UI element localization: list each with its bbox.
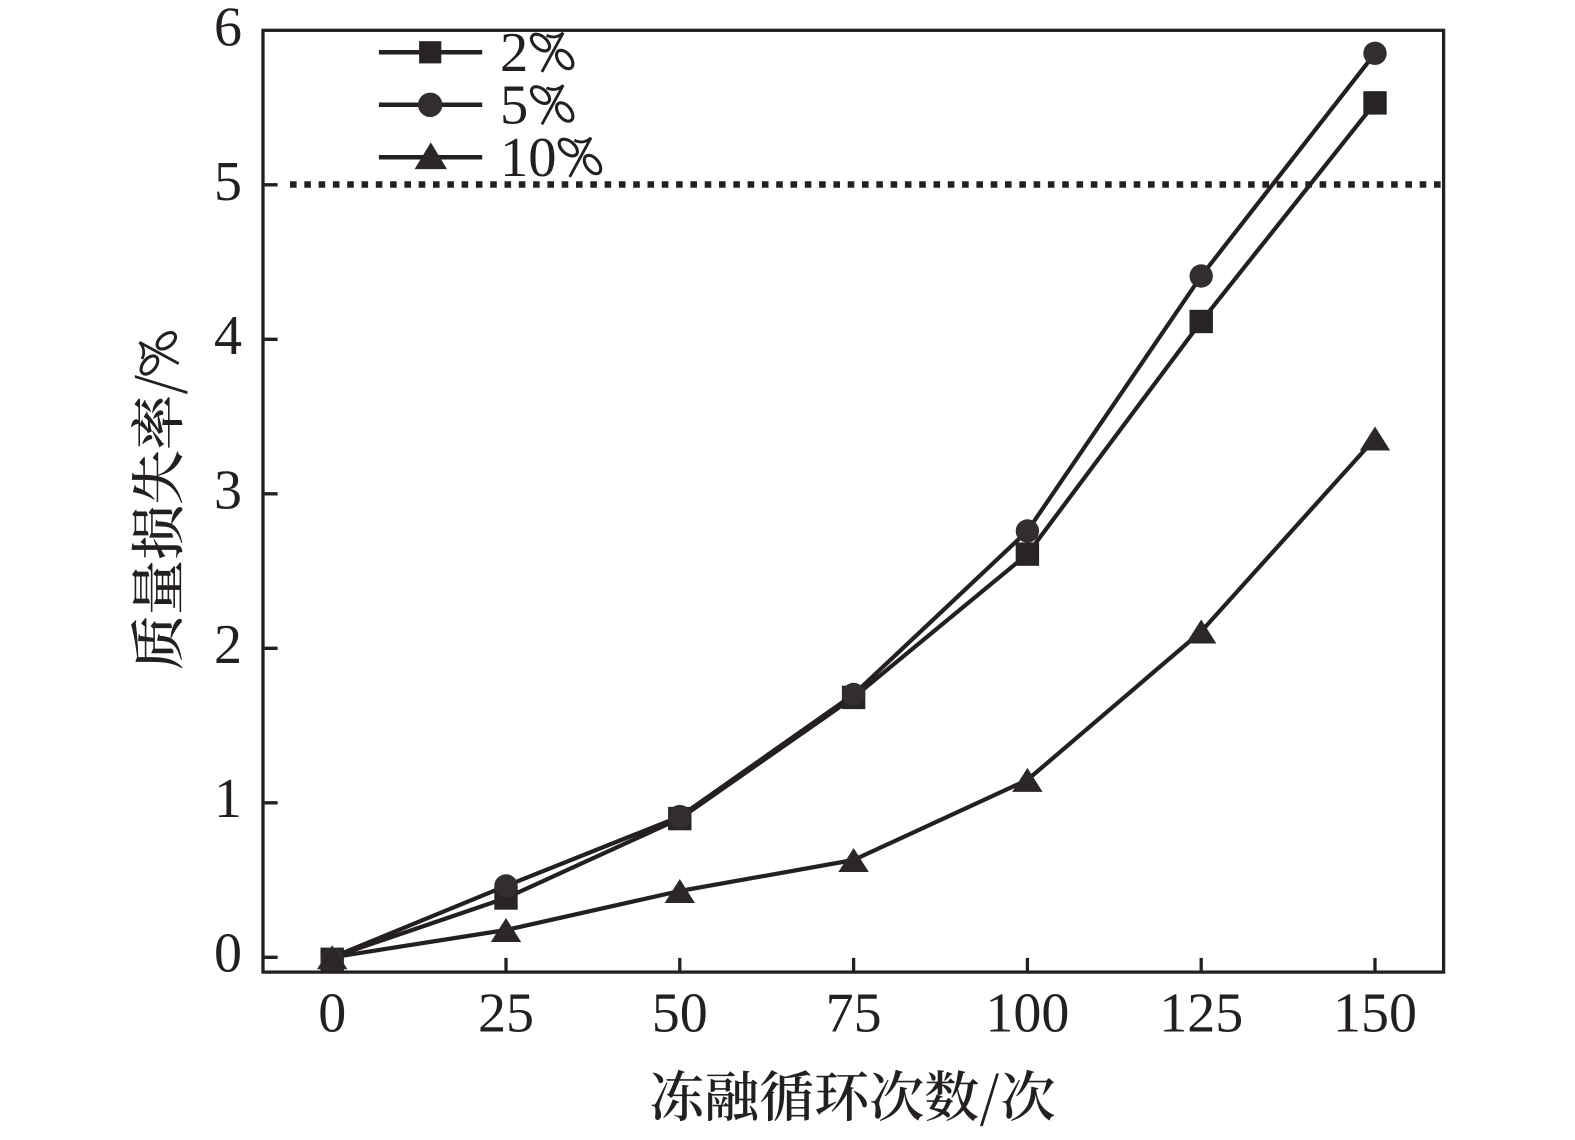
svg-text:5: 5 (500, 75, 528, 137)
svg-text:1: 1 (214, 768, 242, 830)
svg-text:4: 4 (214, 305, 242, 367)
svg-text:0: 0 (318, 983, 346, 1045)
svg-text:2: 2 (500, 22, 528, 84)
svg-text:125: 125 (1159, 983, 1243, 1045)
svg-text:150: 150 (1333, 983, 1417, 1045)
svg-text:0: 0 (214, 922, 242, 984)
svg-text:5: 5 (214, 151, 242, 213)
svg-text:2: 2 (214, 614, 242, 676)
svg-text:10: 10 (500, 127, 557, 189)
svg-text:3: 3 (214, 460, 242, 522)
svg-text:100: 100 (985, 983, 1069, 1045)
svg-text:6: 6 (214, 0, 242, 59)
svg-text:25: 25 (478, 983, 534, 1045)
svg-text:75: 75 (826, 983, 882, 1045)
svg-text:50: 50 (652, 983, 708, 1045)
